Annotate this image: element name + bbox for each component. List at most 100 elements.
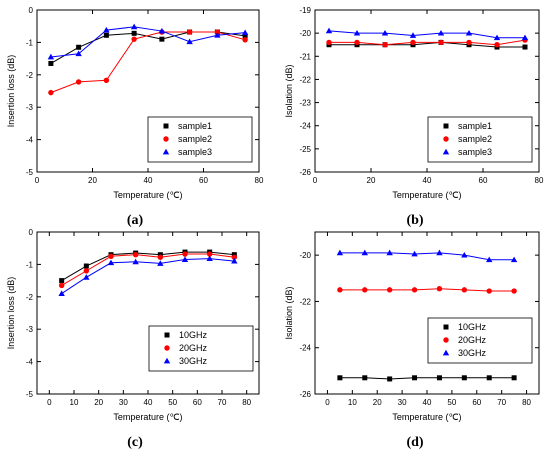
data-point (157, 254, 164, 260)
x-tick-label: 60 (479, 176, 488, 185)
data-point (325, 27, 333, 34)
legend-label: 30GHz (458, 348, 487, 358)
y-axis-title: Insertion loss (dB) (6, 55, 16, 128)
y-tick-label: -1 (26, 260, 34, 269)
legend-marker (164, 332, 170, 338)
x-tick-label: 20 (88, 176, 97, 185)
y-tick-label: -26 (299, 168, 311, 177)
data-point (242, 37, 248, 43)
x-axis-title: Temperature (℃) (113, 190, 182, 200)
x-tick-label: 80 (242, 398, 251, 407)
data-point (75, 50, 82, 57)
y-tick-label: -4 (26, 136, 34, 145)
data-point (461, 251, 468, 258)
data-point (181, 256, 189, 262)
series-line (50, 26, 246, 58)
data-point (493, 34, 501, 41)
data-point (337, 375, 343, 381)
x-tick-label: 30 (398, 398, 407, 407)
y-tick-label: -24 (299, 344, 311, 353)
y-axis-title: Insertion loss (dB) (6, 277, 16, 350)
legend-label: sample1 (458, 121, 492, 131)
series-line (329, 41, 525, 48)
data-point (83, 274, 90, 280)
data-point (48, 89, 54, 96)
data-point (58, 290, 65, 296)
plot-frame (314, 231, 540, 395)
chart-d: 0 10 20 30 40 50 60 70 80 -20 -22 -24 -26 Temperature… (284, 231, 540, 450)
series-line (329, 39, 526, 46)
data-point (336, 249, 344, 256)
chart-a: 0 20 40 60 80 0 -1 -2 -3 -4 -5 Temperature (℃) Inser… (6, 6, 264, 228)
series-line (61, 258, 235, 294)
legend-marker (163, 357, 171, 364)
data-point (511, 288, 517, 294)
x-axis-title: Temperature (℃) (392, 190, 461, 200)
y-tick-label: -24 (299, 122, 311, 131)
legend-marker (442, 148, 450, 155)
x-tick-label: 20 (367, 176, 376, 185)
data-point (103, 32, 109, 38)
legend-marker (163, 136, 169, 142)
data-point (494, 42, 500, 48)
chart-c: 0 10 20 30 40 50 60 70 80 0 -1 -2 -3 -4 -5 Temperature … (6, 228, 260, 450)
data-point (362, 287, 368, 293)
legend-marker (443, 136, 449, 142)
x-tick-label: 70 (497, 398, 506, 407)
data-point (206, 251, 213, 257)
data-point (461, 375, 467, 381)
x-tick-label: 50 (447, 398, 456, 407)
legend-marker (443, 324, 449, 330)
legend: sample1 sample2 sample3 (427, 116, 533, 163)
series-sample3 (325, 27, 529, 41)
data-point (409, 32, 417, 38)
y-tick-label: -5 (26, 168, 34, 177)
data-point (48, 60, 54, 66)
y-tick-label: -1 (26, 38, 34, 47)
data-point (83, 268, 90, 274)
data-point (510, 256, 518, 263)
data-point (436, 375, 442, 381)
x-tick-label: 60 (472, 398, 481, 407)
data-point (438, 39, 444, 46)
data-point (231, 257, 238, 264)
y-axis-title: Isolation (dB) (284, 64, 294, 117)
data-point (58, 282, 65, 289)
data-point (436, 286, 443, 292)
data-point (486, 256, 493, 263)
legend-label: sample3 (458, 147, 492, 157)
y-tick-label: 0 (29, 228, 34, 237)
legend-label: sample1 (178, 121, 212, 131)
legend-label: sample3 (178, 147, 212, 157)
data-point (76, 44, 82, 50)
data-point (381, 29, 389, 36)
legend-label: sample2 (458, 134, 492, 144)
data-point (186, 29, 193, 35)
series-sample2 (48, 29, 248, 96)
data-point (107, 259, 115, 266)
data-point (131, 30, 137, 36)
x-tick-label: 10 (348, 398, 357, 407)
legend-marker (443, 337, 449, 343)
data-point (354, 39, 360, 46)
panel-label: (c) (127, 435, 143, 450)
data-point (466, 39, 472, 46)
y-tick-label: -25 (299, 145, 311, 154)
data-point (47, 53, 55, 60)
series-line (339, 252, 515, 261)
series-10GHz (337, 375, 517, 382)
data-point (159, 36, 165, 42)
y-tick-label: -21 (299, 52, 311, 61)
x-tick-label: 30 (119, 398, 128, 407)
data-point (131, 36, 137, 42)
legend: 10GHz 20GHz 30GHz (148, 325, 254, 372)
series-20GHz (337, 286, 517, 294)
legend-marker (442, 349, 450, 356)
series-30GHz (58, 255, 238, 296)
data-point (83, 263, 89, 269)
series-line (61, 253, 235, 286)
x-tick-label: 10 (70, 398, 79, 407)
y-tick-label: -5 (26, 390, 34, 399)
y-tick-label: -22 (299, 297, 311, 306)
